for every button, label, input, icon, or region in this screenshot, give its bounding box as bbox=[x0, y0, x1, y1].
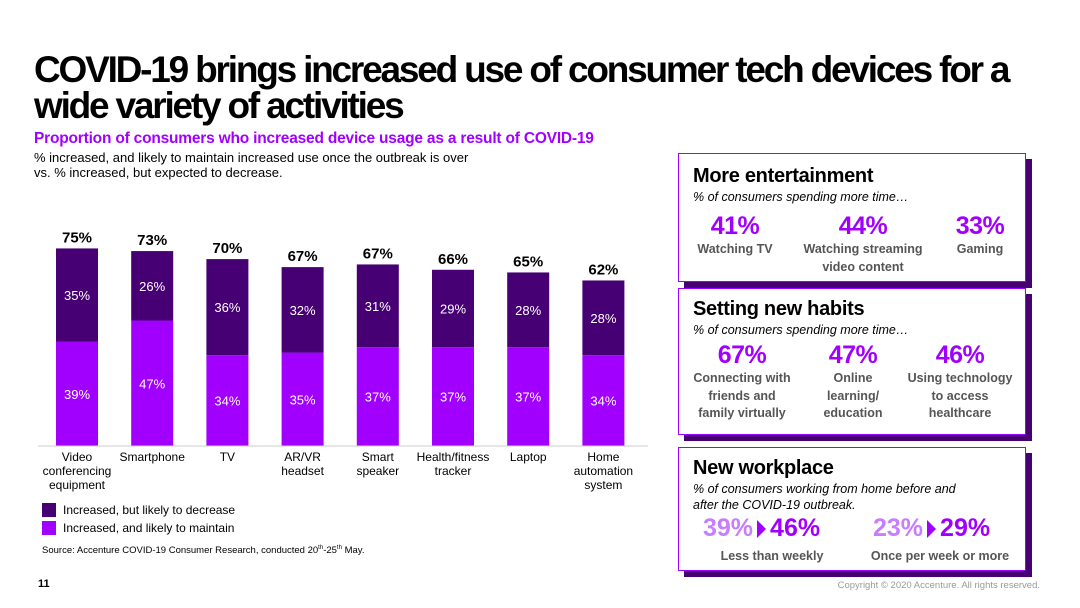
panel-more-entertainment: More entertainment % of consumers spendi… bbox=[678, 153, 1026, 282]
bar-maintain bbox=[582, 355, 625, 446]
bar-decrease bbox=[507, 272, 550, 348]
panel-subtitle: % of consumers spending more time… bbox=[693, 190, 909, 204]
data-label-maintain: 37% bbox=[440, 390, 466, 405]
category-label: tracker bbox=[435, 464, 472, 478]
stat-less-than-weekly-change: 39% 46% bbox=[703, 514, 821, 542]
legend-label-decrease: Increased, but likely to decrease bbox=[63, 503, 236, 517]
category-label: headset bbox=[281, 464, 324, 478]
data-label-decrease: 36% bbox=[214, 300, 240, 315]
data-label-decrease: 28% bbox=[515, 303, 541, 318]
data-label-decrease: 35% bbox=[64, 288, 90, 303]
panel-title: New workplace bbox=[693, 457, 834, 479]
panel-title: Setting new habits bbox=[693, 298, 865, 320]
category-label: Home bbox=[587, 450, 619, 464]
arrow-right-icon bbox=[757, 519, 767, 538]
bar-decrease bbox=[281, 267, 324, 353]
panel-new-workplace: New workplace % of consumers working fro… bbox=[678, 447, 1026, 571]
copyright: Copyright © 2020 Accenture. All rights r… bbox=[837, 580, 1040, 591]
total-label: 67% bbox=[288, 248, 318, 265]
panel-setting-new-habits: Setting new habits % of consumers spendi… bbox=[678, 288, 1026, 435]
data-label-maintain: 35% bbox=[290, 392, 316, 407]
data-label-decrease: 31% bbox=[365, 299, 391, 314]
bar-decrease bbox=[356, 264, 399, 348]
category-label: Health/fitness bbox=[417, 450, 490, 464]
arrow-right-icon bbox=[927, 519, 937, 538]
total-label: 70% bbox=[212, 240, 242, 257]
category-label: Smart bbox=[362, 450, 395, 464]
bar-decrease bbox=[131, 251, 174, 321]
category-label: TV bbox=[220, 450, 235, 464]
data-label-maintain: 37% bbox=[515, 390, 541, 405]
source-note: Source: Accenture COVID-19 Consumer Rese… bbox=[42, 545, 365, 557]
page-number: 11 bbox=[38, 578, 50, 590]
total-label: 67% bbox=[363, 245, 393, 262]
legend-label-maintain: Increased, and likely to maintain bbox=[63, 521, 235, 535]
panel-title: More entertainment bbox=[693, 165, 874, 187]
panel-subtitle: % of consumers working from home before … bbox=[693, 482, 956, 512]
bar-decrease bbox=[206, 259, 249, 356]
data-label-decrease: 29% bbox=[440, 301, 466, 316]
bar-maintain bbox=[131, 320, 174, 446]
bar-decrease bbox=[56, 248, 98, 342]
data-label-decrease: 28% bbox=[590, 311, 616, 326]
bar-maintain bbox=[432, 347, 474, 446]
data-label-decrease: 32% bbox=[290, 303, 316, 318]
legend-item-decrease: Increased, but likely to decrease bbox=[42, 503, 235, 517]
data-label-maintain: 34% bbox=[590, 394, 616, 409]
total-label: 73% bbox=[137, 232, 167, 249]
legend-swatch-maintain bbox=[42, 521, 56, 535]
stat-watching-tv: 41% Watching TV bbox=[697, 212, 773, 256]
bar-maintain bbox=[281, 352, 324, 446]
data-label-maintain: 39% bbox=[64, 387, 90, 402]
chart-description: % increased, and likely to maintain incr… bbox=[34, 150, 554, 180]
stat-technology-healthcare: 46% Using technology to access healthcar… bbox=[907, 341, 1013, 420]
category-label: AR/VR bbox=[284, 450, 321, 464]
stat-once-per-week-label: Once per week or more bbox=[870, 549, 1010, 563]
data-label-maintain: 37% bbox=[365, 390, 391, 405]
bar-maintain bbox=[356, 347, 399, 446]
total-label: 62% bbox=[588, 261, 618, 278]
category-label: conferencing bbox=[43, 464, 112, 478]
total-label: 65% bbox=[513, 253, 543, 270]
stat-watching-streaming: 44% Watching streaming video content bbox=[803, 212, 923, 274]
bar-maintain bbox=[507, 347, 550, 446]
category-label: automation bbox=[574, 464, 633, 478]
stat-less-than-weekly-label: Less than weekly bbox=[720, 549, 824, 563]
description-line-2: vs. % increased, but expected to decreas… bbox=[34, 165, 283, 180]
bar-decrease bbox=[582, 280, 625, 356]
data-label-maintain: 34% bbox=[214, 394, 240, 409]
bar-maintain bbox=[56, 341, 98, 446]
total-label: 75% bbox=[62, 229, 92, 246]
category-label: Smartphone bbox=[120, 450, 186, 464]
stat-once-per-week-change: 23% 29% bbox=[873, 514, 991, 542]
stat-online-learning: 47% Online learning/ education bbox=[823, 341, 883, 420]
bar-decrease bbox=[432, 269, 474, 348]
category-label: system bbox=[584, 478, 622, 492]
legend-item-maintain: Increased, and likely to maintain bbox=[42, 521, 234, 535]
total-label: 66% bbox=[438, 251, 468, 268]
data-label-decrease: 26% bbox=[139, 279, 165, 294]
stat-gaming: 33% Gaming bbox=[955, 212, 1005, 256]
chart-subtitle: Proportion of consumers who increased de… bbox=[34, 130, 594, 147]
bar-maintain bbox=[206, 355, 249, 446]
stat-connecting-friends: 67% Connecting with friends and family v… bbox=[693, 341, 791, 420]
description-line-1: % increased, and likely to maintain incr… bbox=[34, 150, 469, 165]
category-label: equipment bbox=[49, 478, 106, 492]
data-label-maintain: 47% bbox=[139, 376, 165, 391]
category-label: Laptop bbox=[510, 450, 547, 464]
category-label: speaker bbox=[356, 464, 399, 478]
page-title: COVID-19 brings increased use of consume… bbox=[34, 49, 1010, 126]
legend-swatch-decrease bbox=[42, 503, 56, 517]
panel-subtitle: % of consumers spending more time… bbox=[693, 323, 909, 337]
category-label: Video bbox=[62, 450, 93, 464]
